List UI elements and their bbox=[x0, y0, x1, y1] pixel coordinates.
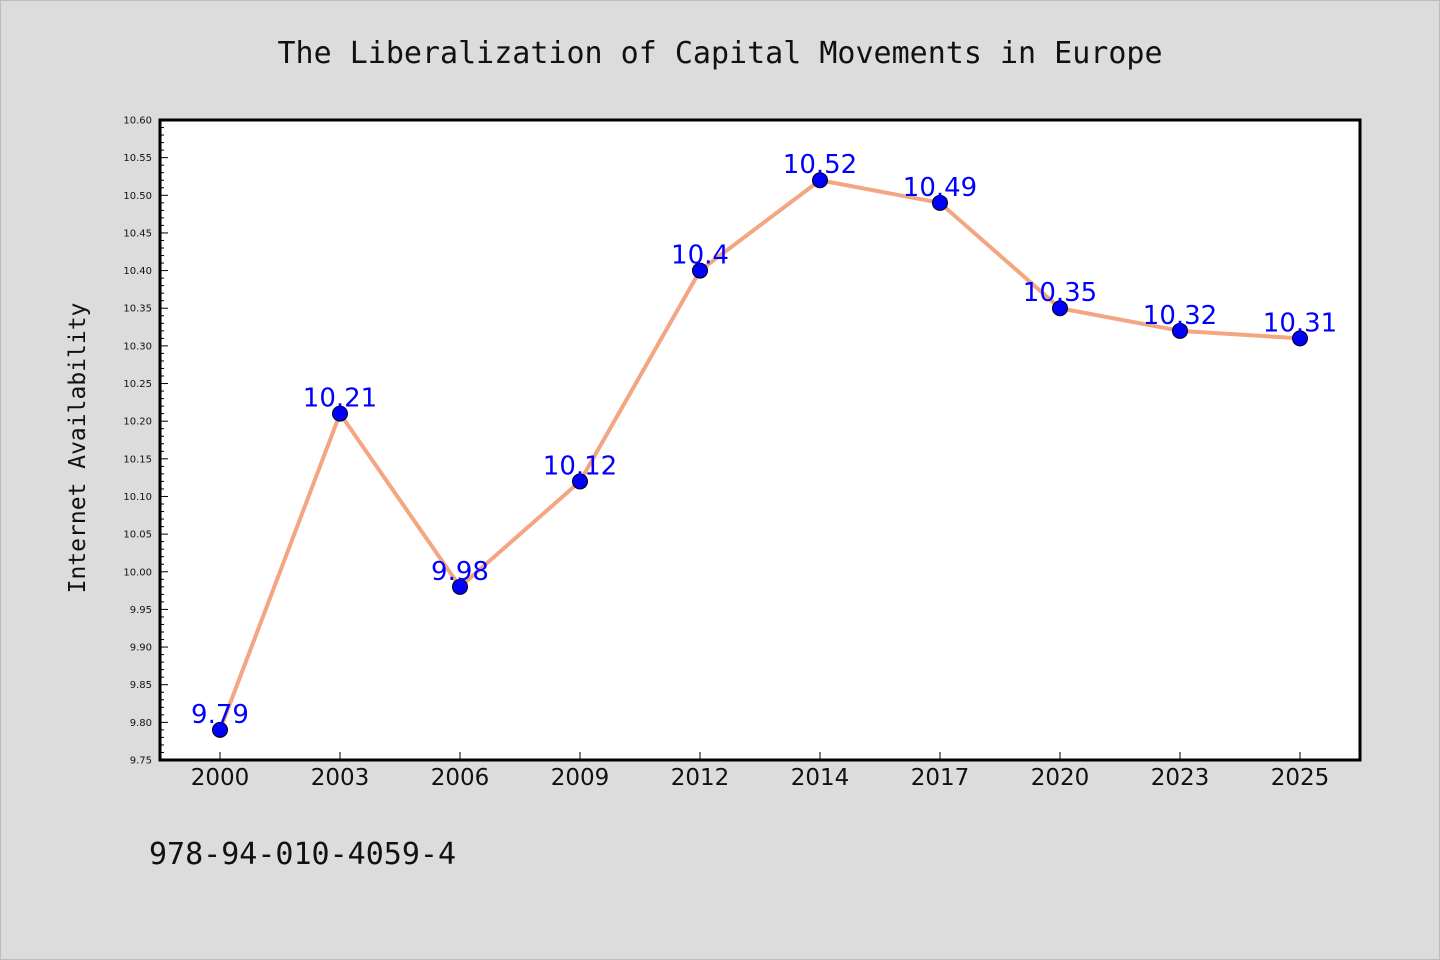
x-tick-label: 2023 bbox=[1151, 765, 1210, 791]
data-label: 9.98 bbox=[431, 557, 489, 587]
data-label: 10.21 bbox=[303, 384, 377, 414]
y-tick-label: 10.45 bbox=[123, 228, 152, 239]
x-tick-label: 2020 bbox=[1031, 765, 1090, 791]
data-point bbox=[812, 172, 828, 189]
series-line bbox=[218, 178, 1301, 731]
data-point bbox=[932, 194, 948, 211]
data-label: 10.31 bbox=[1263, 308, 1337, 338]
y-tick-label: 10.30 bbox=[123, 341, 152, 352]
data-point bbox=[692, 262, 708, 279]
y-tick-label: 10.50 bbox=[123, 191, 152, 202]
data-point bbox=[332, 405, 348, 422]
data-label: 10.35 bbox=[1023, 278, 1097, 308]
y-tick-label: 10.40 bbox=[123, 266, 152, 277]
data-label: 10.12 bbox=[543, 451, 617, 481]
y-tick-label: 10.20 bbox=[123, 417, 152, 428]
data-point bbox=[452, 578, 468, 595]
footer-note: 978-94-010-4059-4 bbox=[149, 837, 456, 872]
plot-border bbox=[158, 118, 1362, 762]
x-tick-label: 2025 bbox=[1271, 765, 1330, 791]
data-point bbox=[1052, 300, 1068, 317]
x-tick-label: 2006 bbox=[431, 765, 490, 791]
data-label: 10.49 bbox=[903, 173, 977, 203]
data-labels: 9.79 10.21 9.98 10.12 10.4 10.52 10.49 10.35 10.… bbox=[191, 150, 1337, 730]
x-tick-label: 2009 bbox=[551, 765, 610, 791]
data-point bbox=[212, 721, 228, 738]
y-tick-label: 10.00 bbox=[123, 567, 152, 578]
y-tick-label: 9.75 bbox=[130, 756, 152, 767]
chart-title: The Liberalization of Capital Movements … bbox=[277, 36, 1162, 71]
x-axis-ticks: 2000 2003 2006 2009 2012 2014 2017 2020 2023 2025 bbox=[191, 752, 1330, 791]
y-tick-label: 10.60 bbox=[123, 116, 152, 127]
data-label: 10.32 bbox=[1143, 301, 1217, 331]
y-tick-label: 10.15 bbox=[123, 454, 152, 465]
y-tick-label: 10.55 bbox=[123, 153, 152, 164]
y-tick-label: 10.10 bbox=[123, 492, 152, 503]
y-tick-label: 10.05 bbox=[123, 530, 152, 541]
data-point bbox=[1172, 322, 1188, 339]
y-tick-label: 10.35 bbox=[123, 304, 152, 315]
x-tick-label: 2017 bbox=[911, 765, 970, 791]
plot-area bbox=[160, 120, 1360, 760]
y-tick-label: 9.95 bbox=[130, 605, 152, 616]
data-label: 10.52 bbox=[783, 150, 857, 180]
y-tick-label: 10.25 bbox=[123, 379, 152, 390]
y-tick-label: 9.80 bbox=[130, 718, 152, 729]
data-label: 10.4 bbox=[671, 241, 729, 271]
x-tick-label: 2000 bbox=[191, 765, 250, 791]
x-tick-label: 2014 bbox=[791, 765, 850, 791]
x-tick-label: 2003 bbox=[311, 765, 370, 791]
data-point bbox=[1292, 330, 1308, 347]
y-tick-label: 9.85 bbox=[130, 680, 152, 691]
y-axis-label: Internet Availability bbox=[65, 303, 91, 594]
data-point bbox=[572, 473, 588, 490]
data-label: 9.79 bbox=[191, 700, 249, 730]
x-tick-label: 2012 bbox=[671, 765, 730, 791]
y-tick-label: 9.90 bbox=[130, 643, 152, 654]
data-markers bbox=[212, 172, 1308, 738]
